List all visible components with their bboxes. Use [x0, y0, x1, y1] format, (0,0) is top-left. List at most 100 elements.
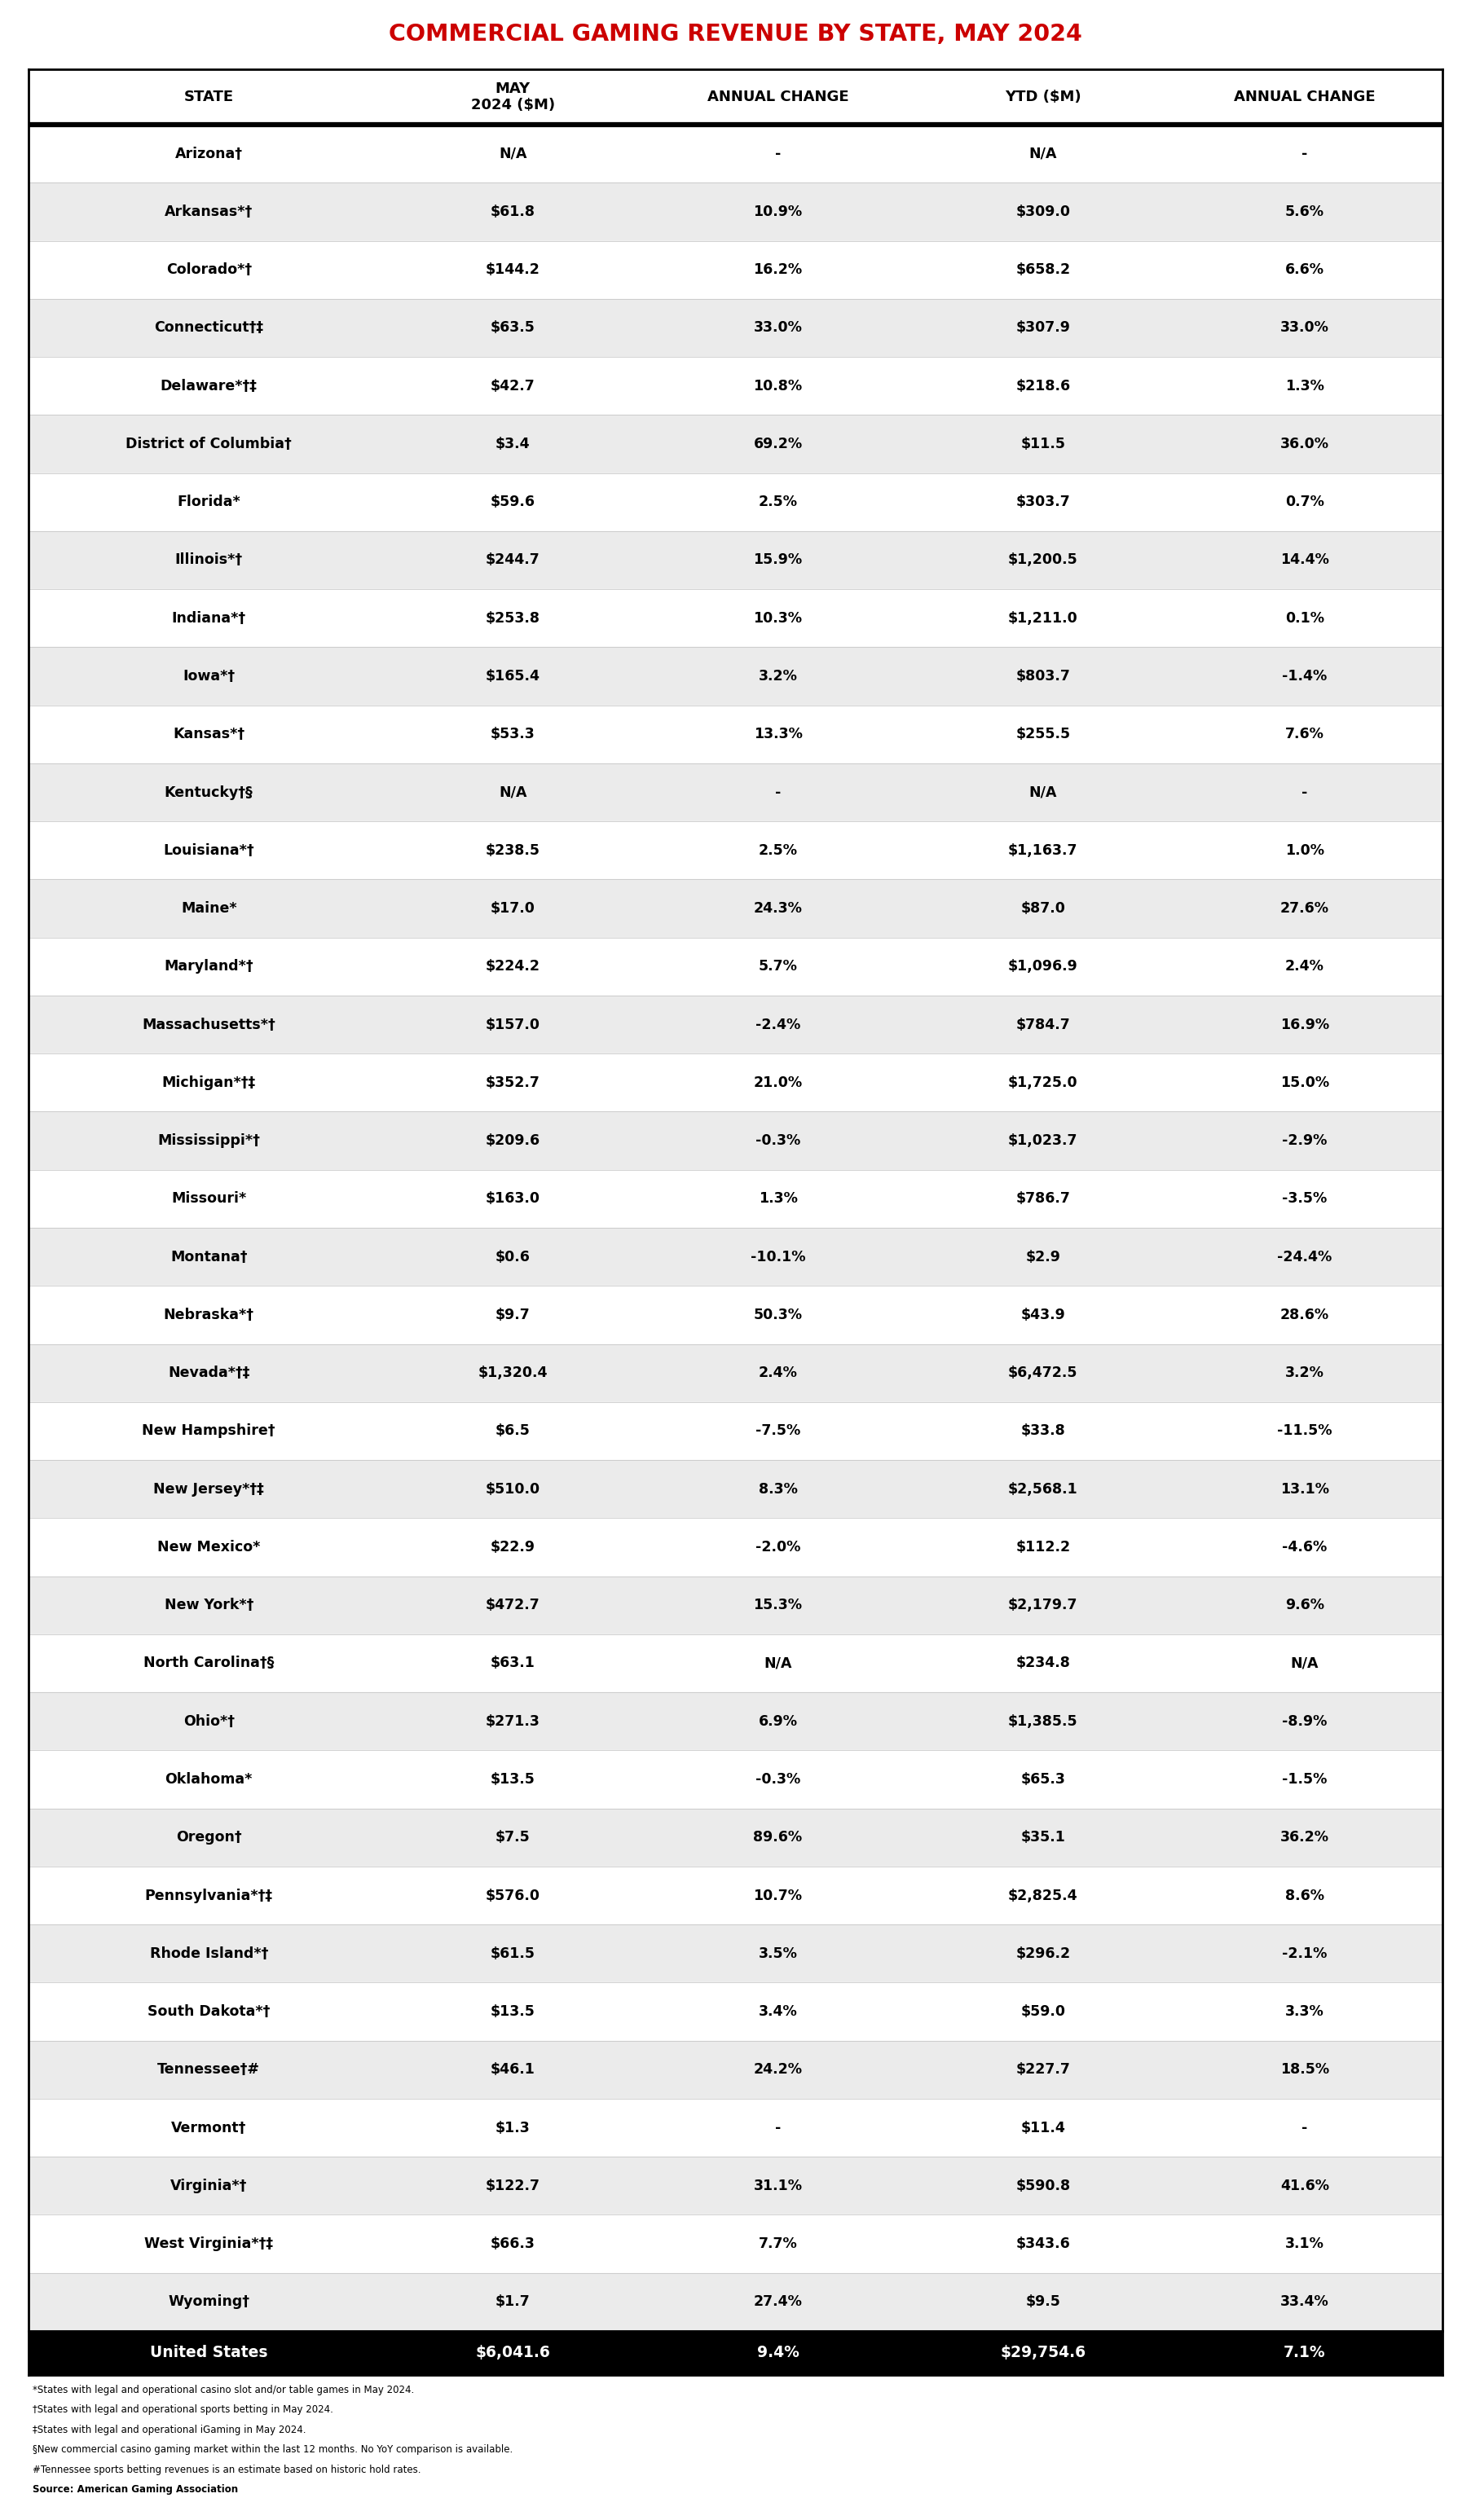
Text: $17.0: $17.0 [490, 902, 535, 915]
Bar [28, 358, 1443, 416]
Text: -2.4%: -2.4% [756, 1018, 800, 1031]
Text: STATE: STATE [184, 91, 234, 103]
Text: Delaware*†‡: Delaware*†‡ [160, 378, 257, 393]
Text: 10.3%: 10.3% [753, 610, 802, 625]
Text: Arizona†: Arizona† [175, 146, 243, 161]
Bar [28, 242, 1443, 300]
Text: Maryland*†: Maryland*† [165, 960, 253, 973]
Text: $472.7: $472.7 [485, 1598, 540, 1613]
Text: United States: United States [150, 2346, 268, 2361]
Text: Nevada*†‡: Nevada*†‡ [168, 1366, 250, 1381]
Text: 9.4%: 9.4% [756, 2346, 799, 2361]
Text: $13.5: $13.5 [490, 1772, 535, 1787]
Text: YTD ($M): YTD ($M) [1005, 91, 1081, 103]
Text: $1,200.5: $1,200.5 [1008, 552, 1078, 567]
Text: N/A: N/A [499, 146, 527, 161]
Text: $13.5: $13.5 [490, 2003, 535, 2019]
Text: 50.3%: 50.3% [753, 1308, 802, 1323]
Text: $33.8: $33.8 [1021, 1424, 1065, 1439]
Text: Arkansas*†: Arkansas*† [165, 204, 253, 219]
Text: 16.2%: 16.2% [753, 262, 802, 277]
Bar [28, 822, 1443, 879]
Text: Source: American Gaming Association: Source: American Gaming Association [32, 2485, 238, 2495]
Bar [28, 1401, 1443, 1459]
Text: New Mexico*: New Mexico* [157, 1540, 260, 1555]
Text: Vermont†: Vermont† [171, 2119, 247, 2134]
Text: $144.2: $144.2 [485, 262, 540, 277]
Text: *States with legal and operational casino slot and/or table games in May 2024.: *States with legal and operational casin… [32, 2384, 415, 2397]
Text: $87.0: $87.0 [1021, 902, 1065, 915]
Text: -0.3%: -0.3% [756, 1772, 800, 1787]
Text: $43.9: $43.9 [1021, 1308, 1065, 1323]
Bar [28, 1517, 1443, 1575]
Text: 36.0%: 36.0% [1280, 436, 1330, 451]
Bar [28, 879, 1443, 937]
Text: 21.0%: 21.0% [753, 1076, 802, 1091]
Bar [28, 1343, 1443, 1401]
Text: $163.0: $163.0 [485, 1192, 540, 1207]
Text: $53.3: $53.3 [490, 726, 535, 741]
Text: $224.2: $224.2 [485, 960, 540, 973]
Text: 15.0%: 15.0% [1280, 1076, 1330, 1091]
Text: #Tennessee sports betting revenues is an estimate based on historic hold rates.: #Tennessee sports betting revenues is an… [32, 2465, 421, 2475]
Text: $238.5: $238.5 [485, 844, 540, 857]
Text: New Jersey*†‡: New Jersey*†‡ [153, 1482, 265, 1497]
Bar [28, 184, 1443, 242]
Text: 0.1%: 0.1% [1286, 610, 1324, 625]
Text: $61.8: $61.8 [490, 204, 535, 219]
Text: -24.4%: -24.4% [1277, 1250, 1333, 1265]
Text: $576.0: $576.0 [485, 1887, 540, 1903]
Text: Connecticut†‡: Connecticut†‡ [154, 320, 263, 335]
Text: 7.1%: 7.1% [1284, 2346, 1325, 2361]
Text: Massachusetts*†: Massachusetts*† [143, 1018, 275, 1031]
Text: $510.0: $510.0 [485, 1482, 540, 1497]
Text: $1,163.7: $1,163.7 [1008, 844, 1078, 857]
Text: N/A: N/A [1290, 1656, 1318, 1671]
Text: Oklahoma*: Oklahoma* [165, 1772, 253, 1787]
Bar [28, 2099, 1443, 2157]
Text: $2.9: $2.9 [1025, 1250, 1061, 1265]
Text: 2.5%: 2.5% [759, 844, 797, 857]
Text: 3.2%: 3.2% [1286, 1366, 1324, 1381]
Text: $2,179.7: $2,179.7 [1008, 1598, 1078, 1613]
Text: 3.4%: 3.4% [759, 2003, 797, 2019]
Bar [28, 937, 1443, 995]
Text: 15.3%: 15.3% [753, 1598, 802, 1613]
Bar [28, 995, 1443, 1053]
Text: †States with legal and operational sports betting in May 2024.: †States with legal and operational sport… [32, 2404, 334, 2414]
Text: 8.3%: 8.3% [759, 1482, 797, 1497]
Text: -: - [1302, 2119, 1308, 2134]
Text: 1.3%: 1.3% [1286, 378, 1324, 393]
Text: 27.6%: 27.6% [1280, 902, 1330, 915]
Text: -11.5%: -11.5% [1277, 1424, 1333, 1439]
Text: $209.6: $209.6 [485, 1134, 540, 1149]
Text: $112.2: $112.2 [1015, 1540, 1071, 1555]
Text: $303.7: $303.7 [1016, 494, 1071, 509]
Text: -0.3%: -0.3% [756, 1134, 800, 1149]
Text: Wyoming†: Wyoming† [168, 2296, 250, 2308]
Text: Kentucky†§: Kentucky†§ [165, 786, 253, 799]
Text: $59.0: $59.0 [1021, 2003, 1065, 2019]
Bar [28, 300, 1443, 358]
Text: 3.2%: 3.2% [759, 668, 797, 683]
Text: West Virginia*†‡: West Virginia*†‡ [144, 2238, 274, 2250]
Text: District of Columbia†: District of Columbia† [127, 436, 291, 451]
Text: Nebraska*†: Nebraska*† [163, 1308, 254, 1323]
Text: 15.9%: 15.9% [753, 552, 802, 567]
Text: $227.7: $227.7 [1016, 2061, 1071, 2076]
Text: 1.0%: 1.0% [1286, 844, 1324, 857]
Text: Maine*: Maine* [181, 902, 237, 915]
Text: $271.3: $271.3 [485, 1714, 540, 1729]
Text: 13.3%: 13.3% [753, 726, 802, 741]
Bar [28, 1925, 1443, 1983]
Text: $253.8: $253.8 [485, 610, 540, 625]
Text: $309.0: $309.0 [1016, 204, 1071, 219]
Text: $2,825.4: $2,825.4 [1008, 1887, 1078, 1903]
Text: $157.0: $157.0 [485, 1018, 540, 1031]
Text: 6.6%: 6.6% [1286, 262, 1324, 277]
Bar [28, 764, 1443, 822]
Text: -: - [775, 2119, 781, 2134]
Text: North Carolina†§: North Carolina†§ [144, 1656, 274, 1671]
Text: $122.7: $122.7 [485, 2177, 540, 2192]
Text: 69.2%: 69.2% [753, 436, 802, 451]
